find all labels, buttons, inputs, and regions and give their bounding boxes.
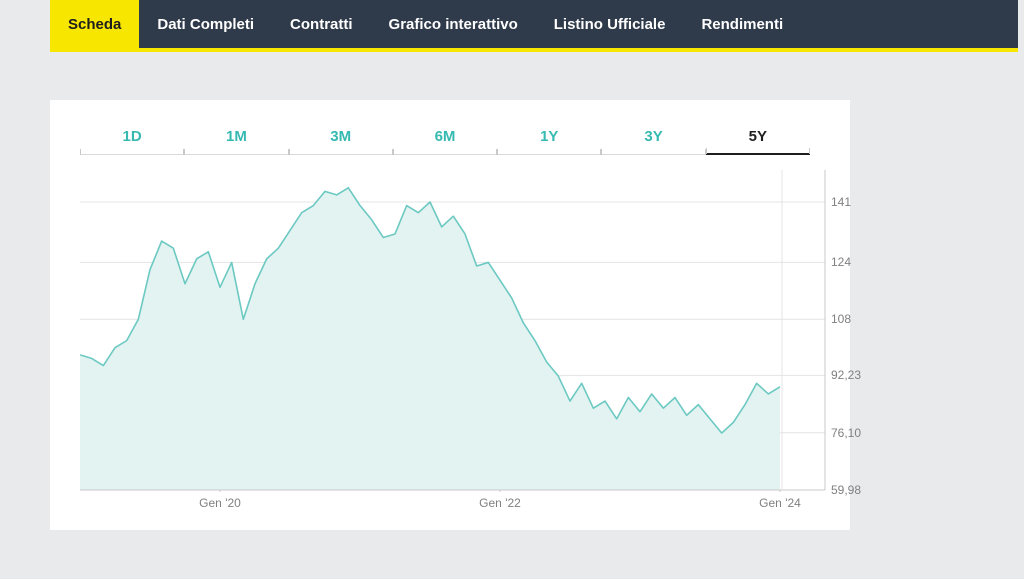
- x-axis-label: Gen '22: [479, 496, 521, 510]
- range-1y[interactable]: 1Y: [497, 128, 601, 155]
- nav-tab-contratti[interactable]: Contratti: [272, 0, 371, 48]
- range-1m[interactable]: 1M: [184, 128, 288, 155]
- y-axis-label: 108: [831, 312, 851, 326]
- x-axis-label: Gen '24: [759, 496, 801, 510]
- x-axis-label: Gen '20: [199, 496, 241, 510]
- y-axis-label: 141: [831, 195, 851, 209]
- y-axis-label: 124: [831, 255, 851, 269]
- nav-tab-grafico-interattivo[interactable]: Grafico interattivo: [371, 0, 536, 48]
- nav-tab-listino-ufficiale[interactable]: Listino Ufficiale: [536, 0, 684, 48]
- range-1d[interactable]: 1D: [80, 128, 184, 155]
- y-axis-label: 59,98: [831, 483, 861, 497]
- y-axis-label: 92,23: [831, 368, 861, 382]
- range-3m[interactable]: 3M: [289, 128, 393, 155]
- price-chart: Gen '20 Gen '22 Gen '24 141 124 108 92,23 76,10…: [80, 170, 865, 520]
- range-6m[interactable]: 6M: [393, 128, 497, 155]
- y-axis-label: 76,10: [831, 426, 861, 440]
- main-navbar: Scheda Dati Completi Contratti Grafico i…: [50, 0, 1018, 52]
- nav-tab-dati-completi[interactable]: Dati Completi: [139, 0, 272, 48]
- chart-card: 1D 1M 3M 6M 1Y 3Y 5Y Gen '20 Gen '22 Gen '…: [50, 100, 850, 530]
- nav-tab-scheda[interactable]: Scheda: [50, 0, 139, 48]
- time-range-tabs: 1D 1M 3M 6M 1Y 3Y 5Y: [80, 128, 810, 155]
- nav-tab-rendimenti[interactable]: Rendimenti: [683, 0, 801, 48]
- range-5y[interactable]: 5Y: [706, 128, 810, 155]
- range-3y[interactable]: 3Y: [601, 128, 705, 155]
